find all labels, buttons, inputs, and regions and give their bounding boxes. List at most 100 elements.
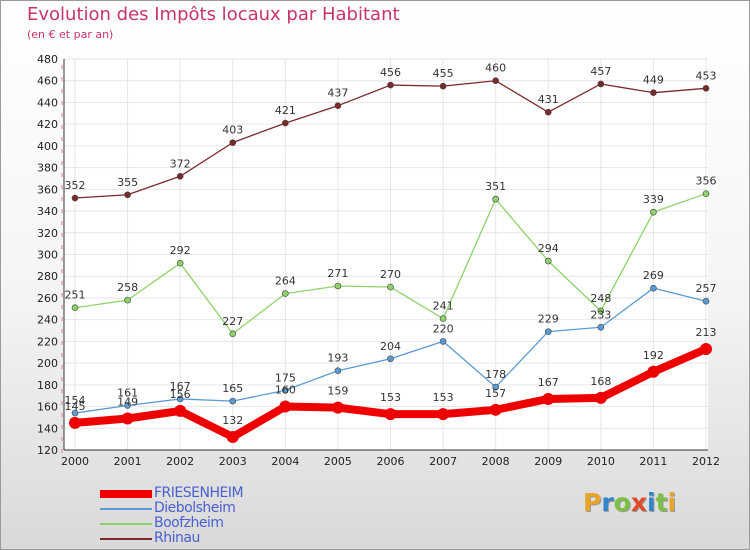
y-tick-label: 340 [37,205,58,218]
y-tick-label: 120 [37,444,58,457]
y-tick-label: 220 [37,335,58,348]
data-point-rhinau [702,85,710,92]
data-point-diebolsheim [124,402,131,409]
data-label-boofzheim: 270 [380,268,401,281]
data-point-friesenheim [437,408,450,421]
data-label-friesenheim: 160 [275,384,296,397]
data-label-rhinau: 460 [485,62,506,75]
data-label-boofzheim: 264 [275,275,296,288]
data-point-rhinau [439,82,447,90]
y-tick-label: 300 [37,249,58,262]
chart-subtitle: (en € et par an) [27,28,114,41]
x-tick-label: 2010 [587,455,615,468]
legend-label: Boofzheim [154,515,224,531]
data-point-friesenheim [69,416,81,429]
data-label-diebolsheim: 257 [696,282,717,295]
y-tick-label: 480 [37,53,58,66]
data-point-diebolsheim [492,383,499,391]
data-point-boofzheim [544,257,552,265]
data-point-boofzheim [439,315,447,322]
x-tick-label: 2011 [639,455,667,468]
data-label-boofzheim: 251 [65,289,86,302]
data-label-diebolsheim: 167 [170,380,191,393]
data-point-boofzheim [71,304,79,312]
y-tick-label: 440 [37,96,58,109]
data-point-boofzheim [176,259,184,267]
data-label-diebolsheim: 178 [485,368,506,381]
data-label-friesenheim: 159 [327,385,348,398]
data-point-diebolsheim [597,323,605,331]
data-point-rhinau [282,119,289,127]
y-tick-label: 380 [37,162,58,175]
legend-swatch [100,537,152,540]
x-tick-label: 2012 [692,455,720,468]
x-tick-label: 2002 [166,455,194,468]
data-point-rhinau [124,191,131,199]
data-label-friesenheim: 145 [65,400,86,413]
data-label-rhinau: 421 [275,104,296,117]
logo-letter: t [655,488,668,517]
y-tick-label: 360 [37,183,58,196]
data-label-diebolsheim: 161 [117,386,138,399]
data-label-diebolsheim: 204 [380,340,401,353]
data-label-rhinau: 403 [222,124,243,137]
data-label-rhinau: 352 [65,179,86,192]
x-tick-label: 2003 [219,455,247,468]
data-label-rhinau: 453 [696,69,717,82]
data-point-boofzheim [702,190,710,197]
data-point-boofzheim [282,290,289,297]
data-label-friesenheim: 192 [643,349,664,362]
x-tick-label: 2004 [271,455,299,468]
data-label-rhinau: 456 [380,66,401,79]
x-tick-label: 2001 [114,455,142,468]
data-label-diebolsheim: 229 [538,313,559,326]
data-label-rhinau: 355 [117,176,138,189]
data-label-rhinau: 449 [643,74,664,87]
data-point-rhinau [544,108,552,116]
logo-letter: i [667,488,677,517]
data-label-diebolsheim: 175 [275,371,296,384]
proxiti-logo: Proxiti [583,488,676,517]
data-point-boofzheim [597,307,605,315]
data-label-boofzheim: 248 [590,292,611,305]
data-label-friesenheim: 149 [117,396,138,409]
data-point-boofzheim [124,296,131,304]
data-label-boofzheim: 356 [696,175,717,188]
data-label-diebolsheim: 154 [65,394,86,407]
data-point-friesenheim [489,403,502,416]
data-point-boofzheim [334,282,342,290]
y-tick-label: 180 [37,379,58,392]
data-point-rhinau [71,194,79,202]
data-label-friesenheim: 156 [170,388,191,401]
data-label-rhinau: 372 [170,157,191,170]
data-point-friesenheim [121,412,134,425]
logo-letter: x [630,488,647,517]
data-label-friesenheim: 168 [590,375,611,388]
y-tick-label: 240 [37,314,58,327]
data-point-rhinau [176,173,184,180]
data-label-rhinau: 455 [433,67,454,80]
data-point-rhinau [492,77,499,85]
data-point-diebolsheim [71,409,79,417]
y-tick-label: 260 [37,292,58,305]
y-tick-label: 140 [37,422,58,435]
data-label-diebolsheim: 165 [222,382,243,395]
y-tick-label: 320 [37,227,58,240]
data-label-boofzheim: 271 [327,267,348,280]
data-point-friesenheim [279,400,292,413]
data-point-diebolsheim [229,397,237,405]
data-point-diebolsheim [439,338,447,345]
legend-label: Rhinau [154,530,200,546]
data-point-friesenheim [384,408,397,421]
legend-swatch [100,507,152,510]
data-label-friesenheim: 213 [696,326,717,339]
chart-title: Evolution des Impôts locaux par Habitant [27,4,400,25]
data-label-rhinau: 457 [590,65,611,78]
y-tick-label: 400 [37,140,58,153]
data-label-boofzheim: 258 [117,281,138,294]
data-point-rhinau [597,80,605,88]
data-label-friesenheim: 157 [485,387,506,400]
data-point-boofzheim [387,283,394,291]
data-label-friesenheim: 153 [433,391,454,404]
data-label-diebolsheim: 193 [327,352,348,365]
